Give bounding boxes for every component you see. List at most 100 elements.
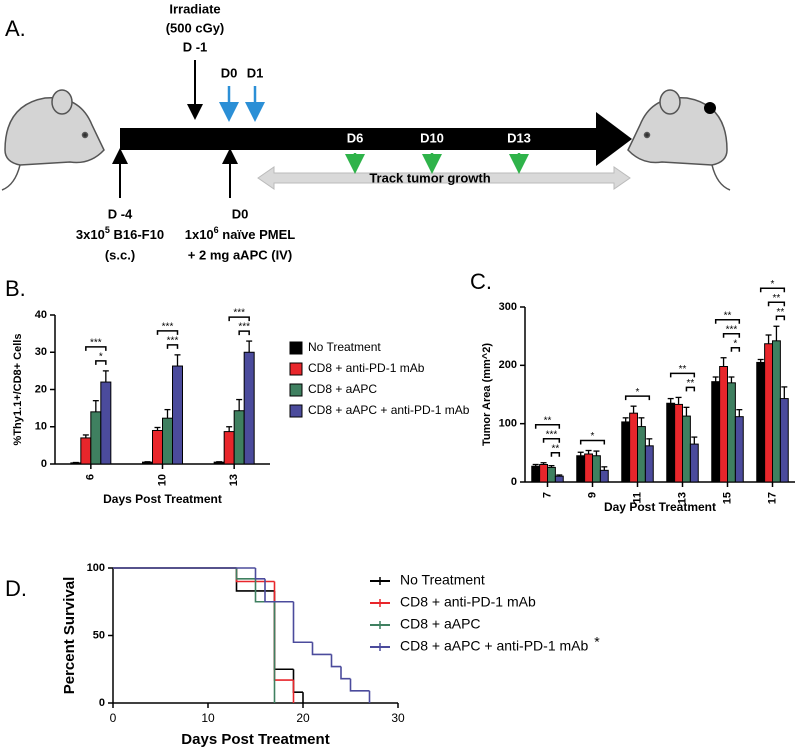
- y-tick-label: 300: [499, 301, 517, 313]
- bar: [666, 402, 676, 483]
- y-tick-label: 200: [499, 359, 517, 371]
- significance-label: **: [773, 293, 781, 304]
- bar: [719, 366, 728, 483]
- legend-label: CD8 + aAPC: [400, 616, 481, 632]
- bar: [576, 455, 586, 483]
- y-tick-label: 30: [35, 346, 47, 358]
- y-axis-label: %Thy1.1+/CD8+ Cells: [12, 334, 24, 446]
- legend-note: *: [594, 634, 600, 650]
- significance-bracket: [550, 452, 561, 457]
- y-tick-label: 100: [499, 418, 517, 430]
- transfer-day: D0: [232, 206, 249, 221]
- legend-swatch: [289, 383, 303, 397]
- bar: [100, 381, 112, 465]
- legend-label: CD8 + aAPC: [308, 382, 377, 396]
- y-tick-label: 20: [35, 383, 47, 395]
- significance-label: ***: [546, 429, 558, 440]
- superscript: 5: [105, 225, 110, 235]
- survival-step: [311, 642, 332, 656]
- significance-bracket: [714, 319, 741, 324]
- timepoint: D6: [347, 130, 364, 145]
- bar: [711, 381, 721, 483]
- mouse-left: [1, 89, 105, 191]
- y-axis-label: Tumor Area (mm^2): [481, 343, 493, 446]
- significance-label: *: [591, 431, 595, 442]
- bar: [682, 415, 691, 483]
- dose-day: D1: [247, 65, 264, 80]
- survival-step: [264, 578, 294, 603]
- significance-label: **: [679, 364, 687, 375]
- bar: [142, 461, 153, 465]
- significance-label: **: [724, 310, 732, 321]
- x-axis-label: Days Post Treatment: [103, 492, 222, 506]
- significance-label: *: [636, 387, 640, 398]
- bar: [599, 469, 609, 483]
- legend-label: No Treatment: [400, 572, 485, 588]
- survival-step: [292, 669, 303, 693]
- significance-label: **: [544, 415, 552, 426]
- y-tick-label: 0: [511, 476, 517, 488]
- y-tick-label: 0: [99, 697, 105, 709]
- dose-arrows: [219, 86, 265, 122]
- significance-label: *: [99, 352, 103, 363]
- x-tick-label: 0: [110, 711, 117, 725]
- significance-bracket: [534, 424, 561, 429]
- significance-bracket: [767, 301, 786, 307]
- significance-bracket: [238, 330, 250, 336]
- timepoint: D10: [420, 130, 444, 145]
- bar: [621, 421, 631, 483]
- y-tick-label: 100: [87, 562, 105, 574]
- survival-step: [330, 654, 341, 668]
- y-axis-label: Percent Survival: [61, 577, 78, 695]
- significance-bracket: [685, 386, 696, 392]
- arrows: [112, 60, 238, 198]
- significance-bracket: [624, 395, 651, 401]
- track-arrow: [257, 166, 631, 190]
- bar: [644, 445, 654, 483]
- panel-label: C.: [470, 269, 492, 294]
- significance-bracket: [85, 346, 107, 351]
- survival-step: [273, 590, 294, 671]
- bar: [243, 351, 255, 465]
- legend-swatch: [289, 404, 303, 418]
- x-tick-label: 6: [85, 474, 97, 480]
- significance-bracket: [542, 438, 561, 443]
- x-tick-label: 10: [201, 711, 215, 725]
- tumor-day: D -4: [108, 206, 133, 221]
- significance-label: *: [733, 338, 737, 349]
- bar: [629, 412, 638, 483]
- timepoint-arrows: [345, 153, 529, 174]
- y-tick-label: 0: [41, 458, 47, 470]
- significance-bracket: [156, 330, 179, 335]
- x-tick-label: 11: [631, 492, 643, 504]
- significance-label: **: [776, 307, 784, 318]
- bar: [674, 403, 683, 483]
- bar: [539, 464, 548, 483]
- bar: [152, 429, 163, 465]
- legend-swatch: [289, 362, 303, 376]
- significance-label: ***: [162, 321, 174, 332]
- legend-label: CD8 + anti-PD-1 mAb: [400, 594, 536, 610]
- y-tick-label: 10: [35, 421, 47, 433]
- bar: [554, 475, 564, 483]
- x-tick-label: 17: [766, 492, 778, 504]
- panel-label: B.: [5, 276, 26, 301]
- significance-label: ***: [90, 338, 102, 349]
- significance-label: ***: [726, 324, 738, 335]
- timepoint: D13: [507, 130, 531, 145]
- x-tick-label: 20: [296, 711, 310, 725]
- x-tick-label: 9: [586, 492, 598, 498]
- bar: [213, 461, 225, 465]
- significance-bracket: [579, 439, 606, 445]
- significance-label: *: [771, 279, 775, 290]
- tumor-route: (s.c.): [105, 247, 135, 262]
- x-tick-label: 10: [156, 474, 168, 486]
- survival-step: [235, 568, 256, 580]
- bar: [547, 466, 556, 483]
- bar: [637, 426, 646, 483]
- x-tick-label: 15: [721, 492, 733, 504]
- legend-swatch: [289, 341, 303, 355]
- superscript: 6: [214, 225, 219, 235]
- bar: [233, 410, 245, 465]
